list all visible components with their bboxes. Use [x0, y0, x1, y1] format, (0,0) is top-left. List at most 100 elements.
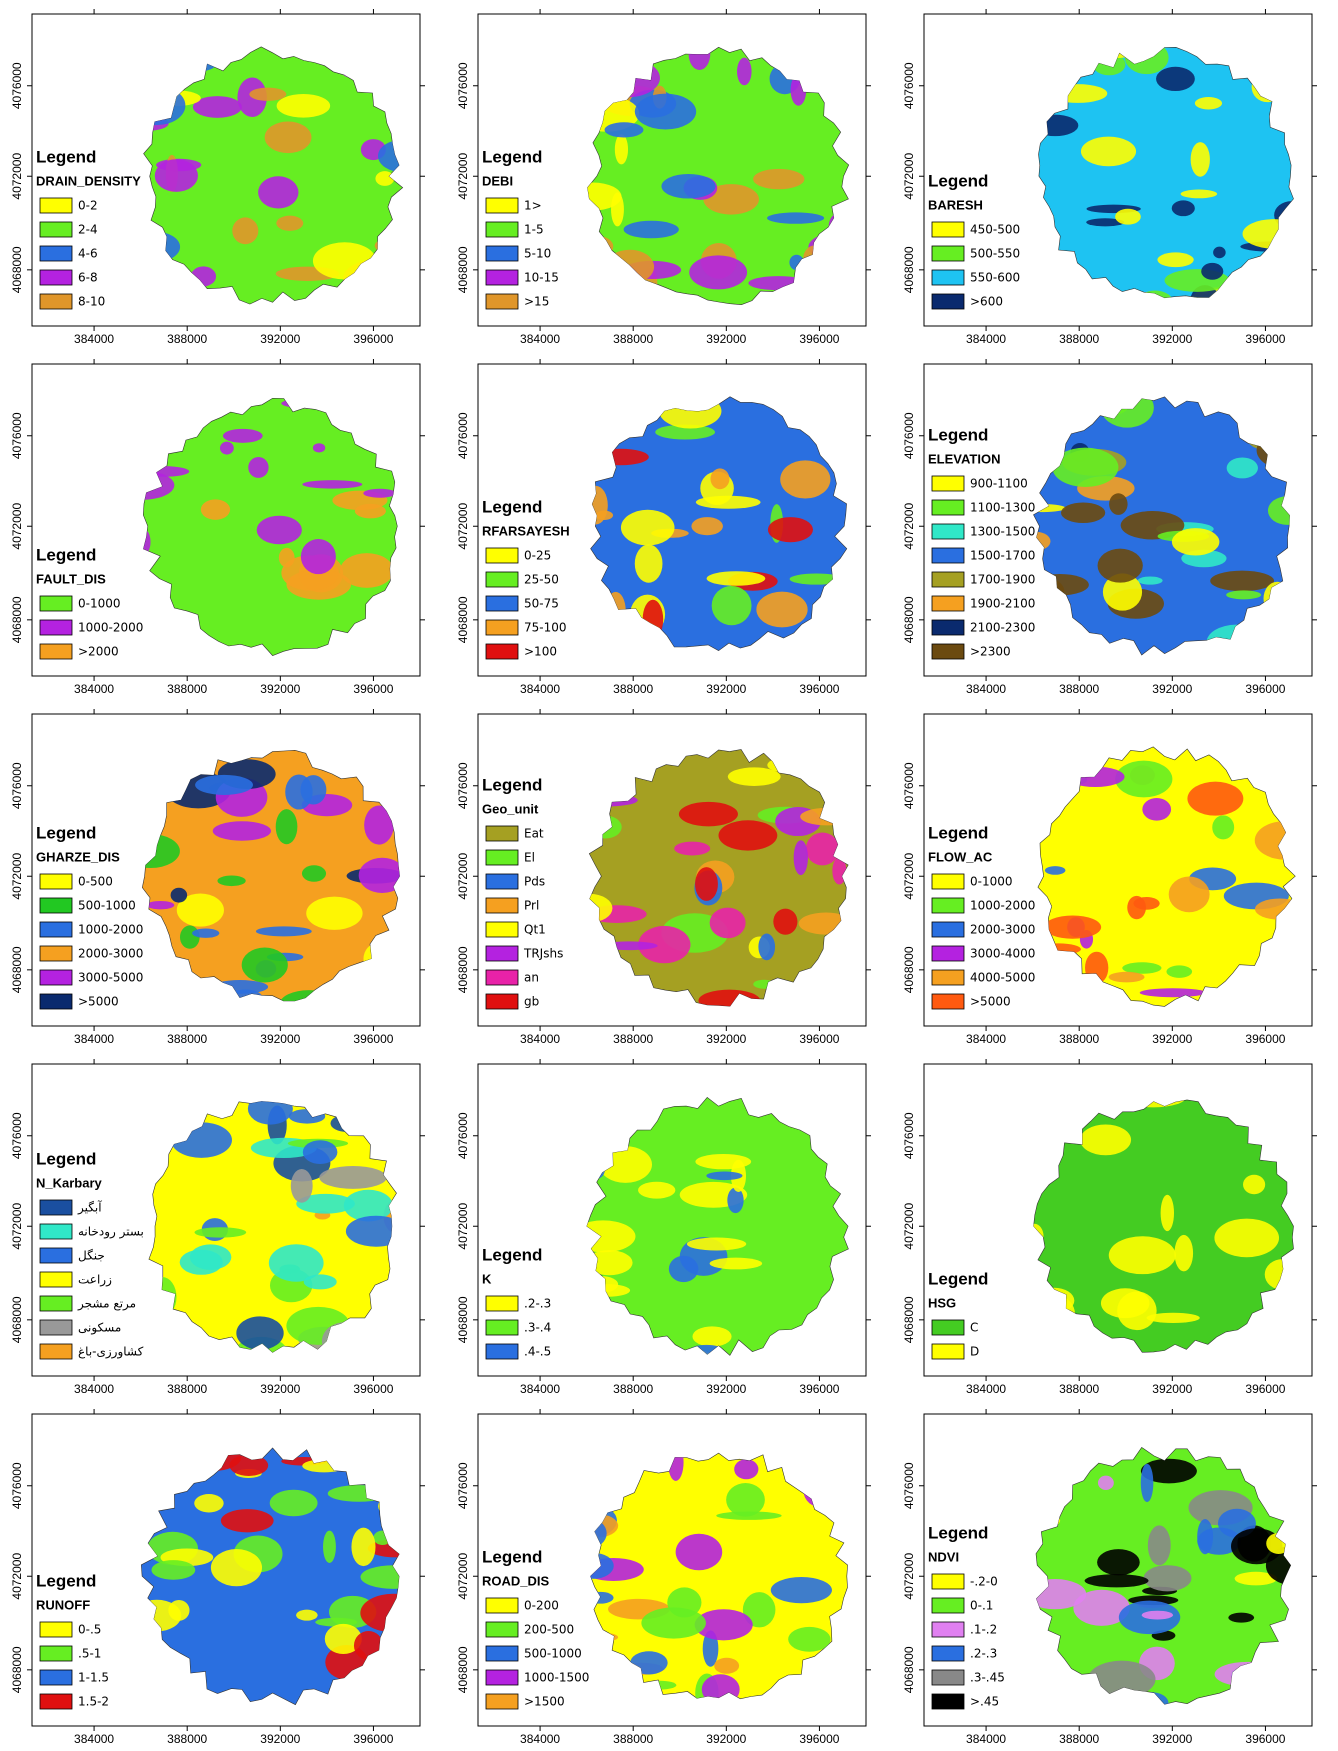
legend-title: Legend	[482, 497, 542, 516]
y-tick-label: 4068000	[456, 596, 470, 643]
x-tick-label: 384000	[966, 682, 1006, 696]
x-tick-label: 388000	[167, 682, 207, 696]
x-tick-label: 396000	[353, 1732, 393, 1746]
legend-label: >100	[524, 645, 557, 659]
legend-swatch	[932, 946, 964, 961]
map-patch	[1212, 815, 1234, 839]
legend-swatch	[932, 970, 964, 985]
legend-label: بستر رودخانه	[78, 1225, 144, 1240]
map-patch	[1117, 1291, 1156, 1330]
y-tick-label: 4076000	[902, 1462, 916, 1509]
legend-label: >5000	[78, 995, 119, 1009]
x-tick-label: 396000	[353, 332, 393, 346]
legend-swatch	[486, 874, 518, 889]
legend-label: 10-15	[524, 271, 559, 285]
x-tick-label: 392000	[1152, 1032, 1192, 1046]
map-patch	[753, 169, 804, 189]
legend-swatch	[932, 1344, 964, 1359]
legend-title: Legend	[36, 1571, 96, 1590]
map-patch	[300, 775, 326, 804]
y-tick-label: 4072000	[902, 853, 916, 900]
map-patch	[1081, 137, 1136, 167]
map-patch	[180, 925, 200, 948]
map-patch	[727, 1188, 743, 1214]
legend-label: 1100-1300	[970, 501, 1035, 515]
legend-label: .2-.3	[524, 1297, 551, 1311]
map-patch	[211, 1549, 262, 1586]
x-tick-label: 392000	[260, 332, 300, 346]
legend-swatch	[486, 198, 518, 213]
legend-layer: BARESH	[928, 197, 983, 212]
map-patch	[249, 88, 286, 101]
map-patch	[1141, 1464, 1154, 1502]
legend-label: .3-.4	[524, 1321, 551, 1335]
map-patch	[692, 1326, 731, 1346]
legend-label: 3000-5000	[78, 971, 143, 985]
legend-swatch	[40, 596, 72, 611]
legend-label: 25-50	[524, 573, 559, 587]
map-patch	[767, 212, 824, 223]
legend-label: >2300	[970, 645, 1011, 659]
map-patch	[638, 1182, 675, 1199]
map-patch	[605, 122, 644, 137]
map-panel: 3840003880003920003960004076000407200040…	[902, 359, 1317, 696]
map-patch	[1148, 1525, 1171, 1565]
x-tick-label: 384000	[966, 1732, 1006, 1746]
legend-label: 1-1.5	[78, 1671, 109, 1685]
x-tick-label: 396000	[1245, 1382, 1285, 1396]
legend-swatch	[932, 1574, 964, 1589]
legend-swatch	[40, 1248, 72, 1263]
map-patch	[195, 775, 253, 795]
map-patch	[256, 926, 312, 936]
y-tick-label: 4068000	[456, 1646, 470, 1693]
y-tick-label: 4072000	[456, 1203, 470, 1250]
map-patch	[734, 1459, 758, 1479]
map-patch	[758, 934, 775, 961]
legend-swatch	[40, 1694, 72, 1709]
map-panel: 3840003880003920003960004076000407200040…	[456, 9, 874, 346]
y-tick-label: 4076000	[10, 1462, 24, 1509]
map-patch	[1109, 493, 1127, 515]
legend-label: Prl	[524, 899, 539, 913]
legend-label: آبگیر	[77, 1200, 102, 1216]
legend-swatch	[932, 476, 964, 491]
x-tick-label: 396000	[799, 1032, 839, 1046]
map-patch	[1144, 1565, 1192, 1591]
legend-swatch	[932, 548, 964, 563]
legend-swatch	[40, 1296, 72, 1311]
legend-swatch	[486, 898, 518, 913]
legend-label: >5000	[970, 995, 1011, 1009]
map-patch	[1109, 1236, 1176, 1274]
legend-label: 1000-2000	[78, 621, 143, 635]
map-patch	[1214, 1219, 1279, 1258]
map-patch	[201, 499, 230, 519]
map-patch	[355, 504, 386, 519]
map-patch	[710, 908, 746, 939]
x-tick-label: 392000	[260, 1032, 300, 1046]
legend-swatch	[932, 1598, 964, 1613]
legend-swatch	[932, 500, 964, 515]
legend-swatch	[486, 1622, 518, 1637]
x-tick-label: 396000	[353, 1382, 393, 1396]
legend-swatch	[486, 270, 518, 285]
x-tick-label: 384000	[966, 1382, 1006, 1396]
legend-swatch	[486, 222, 518, 237]
x-tick-label: 388000	[1059, 1732, 1099, 1746]
x-tick-label: 396000	[1245, 682, 1285, 696]
map-patch	[1080, 1125, 1131, 1156]
map-patch	[687, 1237, 746, 1250]
map-patch	[768, 517, 813, 542]
legend-label: 500-1000	[524, 1647, 582, 1661]
legend-swatch	[40, 1622, 72, 1637]
y-tick-label: 4068000	[456, 246, 470, 293]
legend-label: جنگل	[78, 1249, 105, 1263]
legend-label: 0-.5	[78, 1623, 101, 1637]
legend-title: Legend	[928, 171, 988, 190]
legend-label: 1300-1500	[970, 525, 1035, 539]
legend-swatch	[932, 1320, 964, 1335]
legend-swatch	[40, 922, 72, 937]
x-tick-label: 396000	[799, 332, 839, 346]
map-patch	[788, 1627, 830, 1652]
x-tick-label: 396000	[799, 682, 839, 696]
